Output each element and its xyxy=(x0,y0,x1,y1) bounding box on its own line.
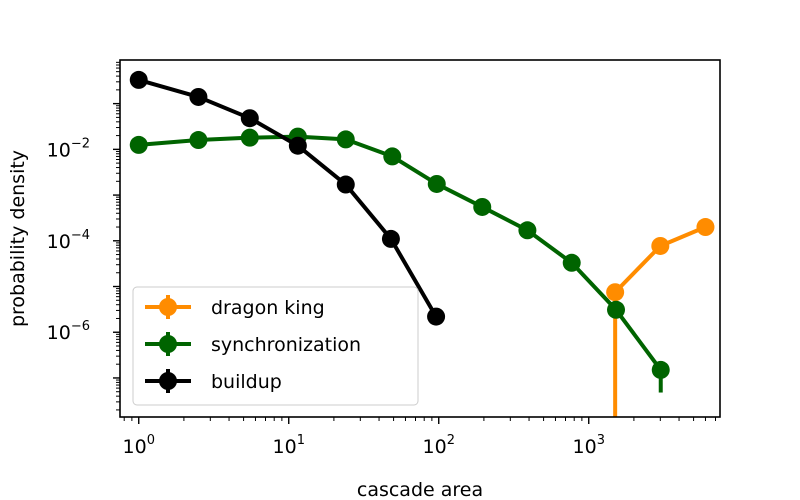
legend-label: synchronization xyxy=(211,334,361,356)
legend-item-buildup: buildup xyxy=(145,369,282,393)
x-axis-label: cascade area xyxy=(357,479,483,500)
data-point xyxy=(696,218,715,237)
data-point xyxy=(607,300,626,319)
data-point xyxy=(336,130,355,149)
data-point xyxy=(189,131,208,150)
legend-marker xyxy=(159,298,177,316)
y-tick-label: 10−6 xyxy=(47,319,90,344)
data-point xyxy=(240,128,259,147)
y-tick-label: 10−2 xyxy=(47,136,90,161)
x-tick-label: 102 xyxy=(423,433,455,458)
data-layer xyxy=(129,70,715,417)
data-point xyxy=(129,70,148,89)
legend-item-synchronization: synchronization xyxy=(145,332,361,356)
data-point xyxy=(240,109,259,128)
data-point xyxy=(518,221,537,240)
axes-frame xyxy=(119,59,721,418)
x-tick-label: 103 xyxy=(573,433,605,458)
legend-box xyxy=(132,286,419,406)
data-point xyxy=(336,175,355,194)
data-point xyxy=(651,236,670,255)
data-point xyxy=(651,360,670,379)
legend-label: buildup xyxy=(211,371,282,393)
data-point xyxy=(383,147,402,166)
plot-area xyxy=(129,70,715,417)
legend: dragon king synchronization buildup xyxy=(132,286,419,406)
y-tick-label: 10−4 xyxy=(47,228,90,253)
data-point xyxy=(606,283,625,302)
data-point xyxy=(427,307,446,326)
series-buildup xyxy=(129,70,446,326)
data-point xyxy=(381,229,400,248)
data-point xyxy=(288,136,307,155)
axes: 100 101 102 103 10−2 10−4 10−6 xyxy=(47,59,721,458)
legend-marker xyxy=(159,335,177,353)
data-point xyxy=(129,135,148,154)
x-tick-label: 100 xyxy=(123,433,155,458)
y-axis-label: probability density xyxy=(7,150,29,327)
legend-label: dragon king xyxy=(211,297,325,319)
data-point xyxy=(427,174,446,193)
data-point xyxy=(562,253,581,272)
x-tick-label: 101 xyxy=(273,433,305,458)
legend-item-dragon-king: dragon king xyxy=(145,295,325,319)
series-synchronization xyxy=(129,127,670,393)
data-point xyxy=(189,87,208,106)
data-point xyxy=(473,197,492,216)
legend-marker xyxy=(159,372,177,390)
